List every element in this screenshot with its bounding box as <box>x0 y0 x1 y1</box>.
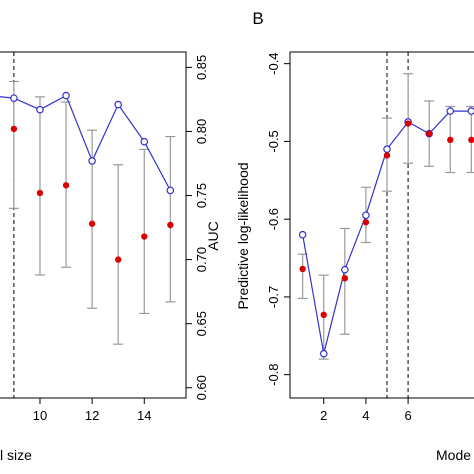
panel-b-red-point-5 <box>404 120 412 127</box>
panel-a-x-tick-label-2: 12 <box>85 408 99 423</box>
panel-a-x-axis-label: l size <box>0 447 32 463</box>
panel-a-red-point-3 <box>62 182 70 189</box>
panel-a-red-point-6 <box>141 233 148 240</box>
panel-b-y-tick-label-2: -0.6 <box>266 208 281 230</box>
panel-a-red-point-1 <box>10 125 18 133</box>
panel-b-line-point-2 <box>341 265 349 274</box>
panel-b-line-point-8 <box>467 107 474 115</box>
panel-a-line-point-7 <box>166 186 175 195</box>
panel-a-line-series <box>0 94 171 191</box>
panel-b-line-point-3 <box>362 211 370 220</box>
panel-a-y-tick-label-1: 0.65 <box>194 311 209 336</box>
panel-b-red-point-0 <box>299 265 306 273</box>
panel-a-line-point-2 <box>36 105 44 114</box>
panel-a-line-point-1 <box>10 94 18 102</box>
panel-b-x-tick-label-1: 4 <box>362 408 369 423</box>
panel-a-line-point-5 <box>114 100 123 109</box>
panel-b-red-point-7 <box>447 136 454 144</box>
panel-b-red-point-2 <box>341 275 349 282</box>
panel-a-right-axis-label: AUC <box>205 221 221 251</box>
panel-b-x-tick-label-0: 2 <box>320 408 327 423</box>
panel-a: 81012140.600.650.700.750.800.85 <box>0 51 209 423</box>
panel-b-y-tick-label-1: -0.7 <box>266 286 281 308</box>
panel-b-red-point-4 <box>383 152 391 159</box>
panel-b-x-axis-label: Mode <box>436 447 471 463</box>
panel-b-y-tick-label-0: -0.8 <box>266 363 281 385</box>
panel-b-red-point-1 <box>320 311 327 319</box>
panel-b-line-point-1 <box>319 349 328 358</box>
panel-b-red-point-3 <box>362 219 370 226</box>
panel-a-y-tick-label-3: 0.75 <box>194 183 209 208</box>
panel-b-line-point-4 <box>383 145 391 153</box>
panel-a-red-point-7 <box>167 221 174 229</box>
panel-a-y-tick-label-5: 0.85 <box>194 55 209 80</box>
panel-b-line-point-0 <box>298 230 307 239</box>
panel-b: 2 4 6 -0.8 -0.7 -0.6 -0.5 -0.4 <box>266 51 474 423</box>
panel-a-y-tick-label-4: 0.80 <box>194 119 209 144</box>
panel-b-y-axis-label: Predictive log-likelihood <box>235 162 251 309</box>
panel-a-line-point-4 <box>88 157 96 165</box>
panel-a-line-point-3 <box>62 91 70 100</box>
panel-b-x-tick-label-2: 6 <box>404 408 411 423</box>
panel-a-line-point-6 <box>140 137 149 146</box>
panel-b-line-point-7 <box>446 107 455 115</box>
panel-a-red-point-4 <box>88 220 96 227</box>
panel-b-letter: B <box>252 9 263 28</box>
panel-a-y-tick-label-0: 0.60 <box>194 375 209 400</box>
panel-b-plot-frame <box>289 51 474 399</box>
panel-b-red-point-6 <box>425 130 433 137</box>
panel-a-plot-frame <box>0 51 187 399</box>
panel-b-y-tick-label-4: -0.4 <box>266 52 281 74</box>
panel-a-x-tick-label-1: 10 <box>33 408 47 423</box>
panel-a-y-tick-label-2: 0.70 <box>194 247 209 272</box>
panel-a-red-point-2 <box>36 189 44 197</box>
panel-a-x-tick-label-3: 14 <box>137 408 151 423</box>
panel-b-red-point-8 <box>468 136 474 144</box>
panel-b-y-tick-label-3: -0.5 <box>266 130 281 152</box>
panel-a-red-point-5 <box>115 256 122 263</box>
